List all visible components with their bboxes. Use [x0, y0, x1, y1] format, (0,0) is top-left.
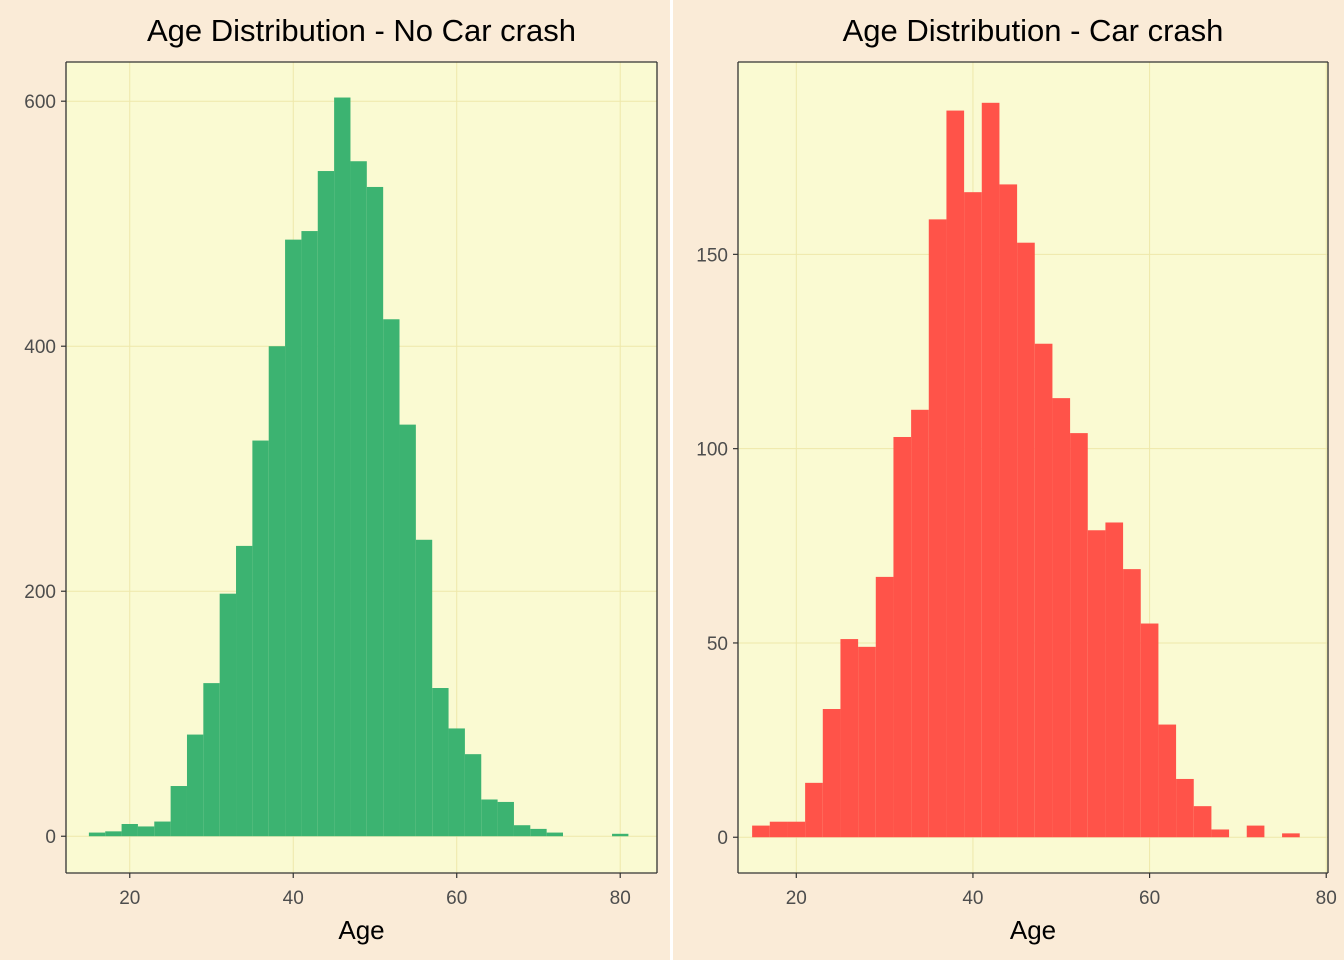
- y-tick-label: 50: [707, 634, 728, 655]
- histogram-bar: [481, 799, 498, 837]
- histogram-bar: [285, 239, 302, 837]
- chart-title: Age Distribution - Car crash: [843, 13, 1224, 48]
- histogram-bar: [1158, 724, 1177, 838]
- histogram-bar: [497, 801, 514, 837]
- histogram-bar: [946, 110, 965, 838]
- x-tick-label: 20: [786, 888, 807, 909]
- histogram-bar: [1087, 530, 1106, 838]
- histogram-bar: [546, 832, 563, 837]
- histogram-bar: [350, 161, 367, 837]
- histogram-bar: [154, 821, 171, 837]
- histogram-bar: [999, 184, 1018, 838]
- histogram-bar: [236, 545, 253, 837]
- histogram-bar: [1211, 829, 1230, 838]
- y-tick-label: 400: [24, 337, 56, 358]
- histogram-bar: [964, 192, 982, 838]
- y-tick-label: 600: [24, 92, 56, 113]
- y-tick-label: 0: [45, 827, 56, 848]
- histogram-bar: [317, 171, 335, 837]
- x-tick-label: 40: [283, 888, 304, 909]
- histogram-bar: [1176, 778, 1194, 838]
- histogram-bar: [186, 734, 204, 837]
- histogram-bar: [137, 826, 155, 837]
- chart-title: Age Distribution - No Car crash: [147, 13, 576, 48]
- histogram-bar: [513, 825, 531, 837]
- x-axis-label: Age: [338, 915, 384, 945]
- histogram-bar: [1140, 623, 1159, 838]
- x-tick-label: 80: [1316, 888, 1337, 909]
- histogram-bar: [1282, 833, 1300, 838]
- histogram-bar: [1052, 398, 1071, 838]
- y-tick-label: 200: [24, 582, 56, 603]
- histogram-bar: [334, 97, 351, 837]
- histogram-bar: [1123, 569, 1141, 838]
- histogram-bar: [301, 231, 318, 837]
- histogram-bar: [121, 823, 138, 837]
- histogram-bar: [822, 709, 841, 838]
- y-tick-label: 0: [717, 828, 728, 849]
- histogram-bar: [928, 219, 947, 838]
- histogram-bar: [805, 782, 823, 838]
- histogram-bars: [752, 102, 1300, 838]
- chart-panel-2: 20 40 60 80 0 50 100 150 Age Distribution - Car …: [673, 0, 1344, 960]
- histogram-bar: [752, 825, 770, 838]
- histogram-bar: [1193, 806, 1212, 838]
- histogram-bar: [366, 186, 384, 837]
- histogram-bar: [612, 833, 629, 837]
- histogram-bar: [383, 319, 400, 837]
- x-tick-label: 60: [446, 888, 467, 909]
- histogram-bar: [1017, 242, 1035, 838]
- histogram-bar: [105, 831, 122, 837]
- histogram-bar: [1105, 522, 1124, 838]
- histogram-bars: [88, 97, 629, 837]
- histogram-bar: [1070, 433, 1088, 838]
- x-tick-label: 60: [1139, 888, 1160, 909]
- x-tick-label: 80: [610, 888, 631, 909]
- histogram-bar: [268, 346, 286, 837]
- chart-panel-1: 20 40 60 80 0 200 400 600 Age Distribution - No …: [0, 0, 670, 960]
- y-tick-label: 150: [696, 245, 728, 266]
- histogram-bar: [432, 688, 449, 837]
- histogram-bar: [787, 821, 806, 838]
- histogram-bar: [769, 821, 788, 838]
- histogram-bar: [170, 786, 187, 837]
- histogram-bar: [252, 440, 269, 837]
- histogram-bar: [875, 576, 894, 838]
- histogram-bar: [1246, 825, 1265, 838]
- histogram-bar: [893, 436, 912, 838]
- histogram-bar: [1034, 343, 1053, 838]
- histogram-bar: [464, 754, 482, 837]
- x-tick-label: 40: [962, 888, 983, 909]
- histogram-bar: [530, 828, 547, 837]
- histogram-bar: [840, 639, 859, 838]
- histogram-bar: [981, 102, 1000, 838]
- histogram-bar: [415, 539, 433, 837]
- histogram-bar: [203, 683, 220, 837]
- histogram-bar: [399, 424, 416, 837]
- histogram-bar: [219, 593, 237, 837]
- y-tick-label: 100: [696, 440, 728, 461]
- x-axis-label: Age: [1010, 915, 1056, 945]
- histogram-bar: [88, 832, 106, 837]
- x-tick-label: 20: [119, 888, 140, 909]
- histogram-bar: [448, 728, 465, 837]
- histogram-bar: [911, 409, 929, 838]
- histogram-bar: [858, 646, 876, 838]
